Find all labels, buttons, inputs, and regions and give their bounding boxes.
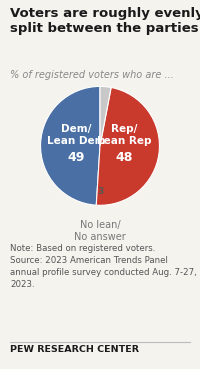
Wedge shape — [96, 87, 159, 205]
Text: Note: Based on registered voters.
Source: 2023 American Trends Panel
annual prof: Note: Based on registered voters. Source… — [10, 244, 197, 289]
Text: Voters are roughly evenly
split between the parties: Voters are roughly evenly split between … — [10, 7, 200, 35]
Text: % of registered voters who are ...: % of registered voters who are ... — [10, 70, 174, 80]
Wedge shape — [41, 86, 100, 205]
Text: PEW RESEARCH CENTER: PEW RESEARCH CENTER — [10, 345, 139, 354]
Text: Dem/
Lean Dem: Dem/ Lean Dem — [47, 124, 105, 146]
Text: Rep/
Lean Rep: Rep/ Lean Rep — [97, 124, 151, 146]
Text: No lean/
No answer: No lean/ No answer — [74, 220, 126, 242]
Text: 48: 48 — [115, 151, 132, 164]
Wedge shape — [100, 86, 111, 146]
Text: 49: 49 — [68, 151, 85, 164]
Text: 3: 3 — [97, 187, 103, 196]
